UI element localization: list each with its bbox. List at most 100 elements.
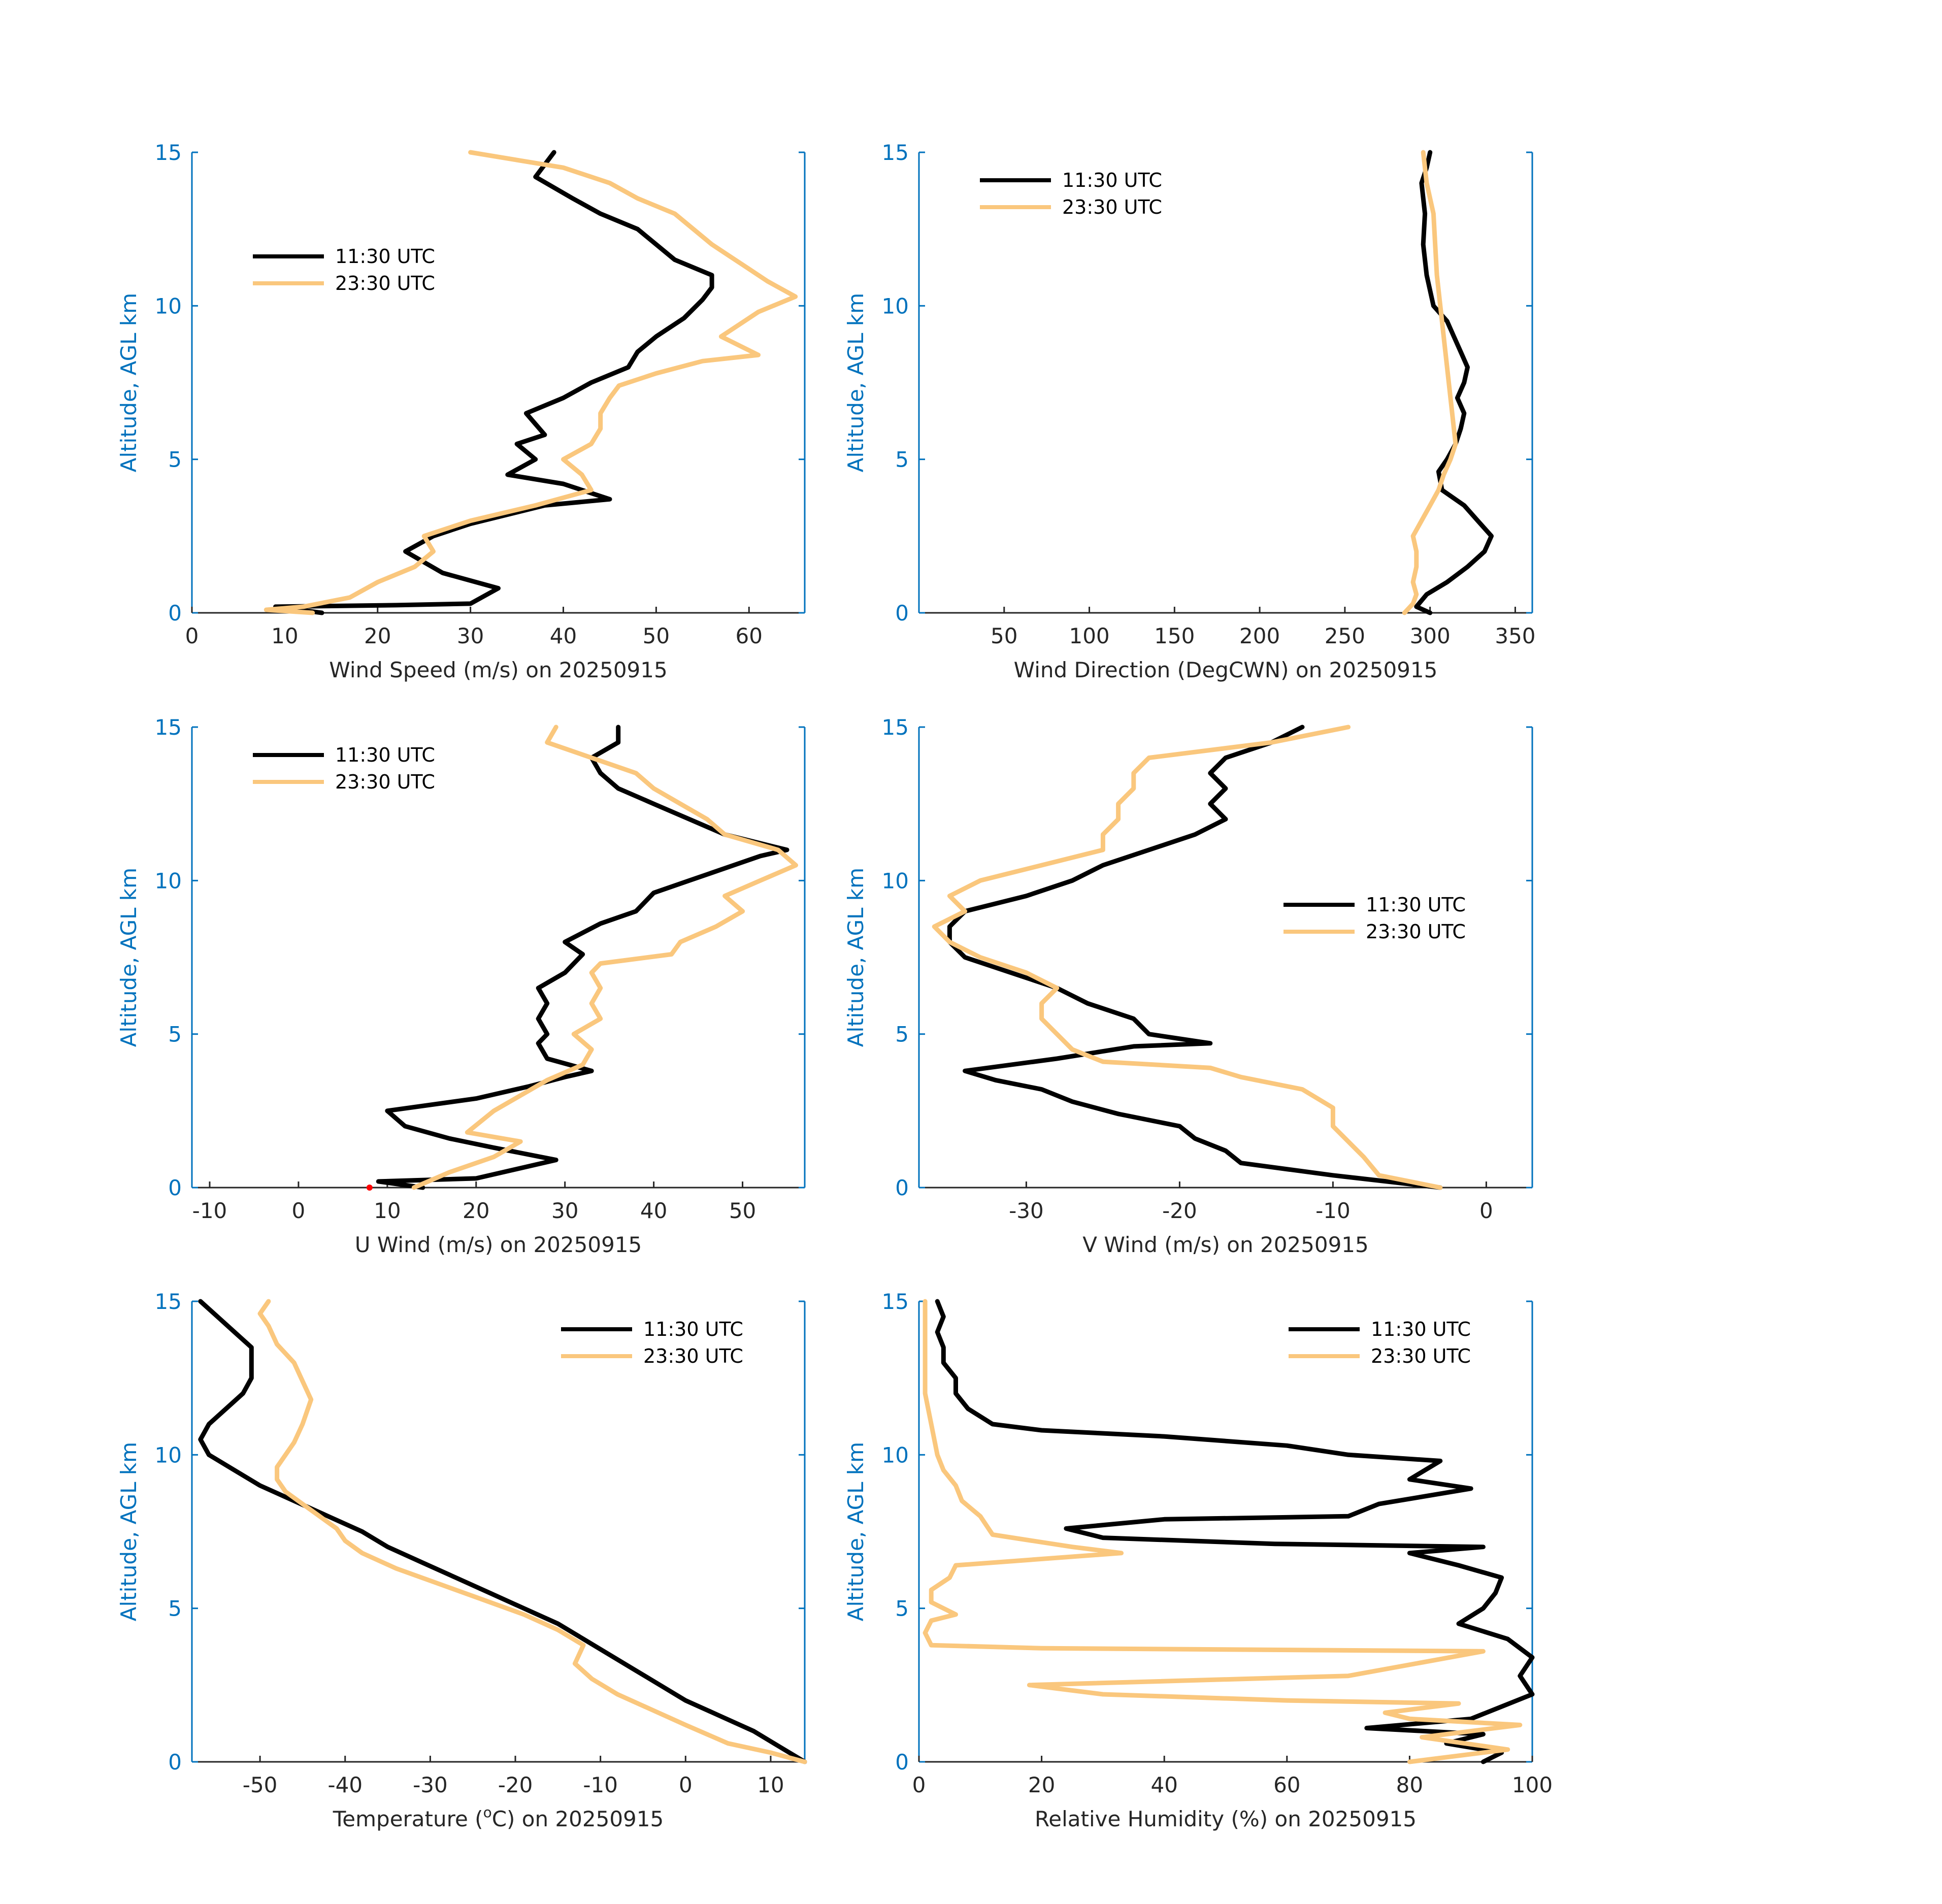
legend-label: 23:30 UTC: [1366, 921, 1466, 943]
y-tick-label: 5: [168, 1022, 182, 1047]
x-tick-label: 20: [364, 623, 391, 648]
y-tick-label: 5: [895, 1596, 909, 1621]
series-line-2330: [264, 150, 798, 615]
x-tick-label: 30: [551, 1198, 578, 1223]
x-tick-label: 80: [1396, 1772, 1423, 1797]
x-tick-label: 60: [1273, 1772, 1300, 1797]
legend-label: 11:30 UTC: [643, 1318, 743, 1340]
legend-label: 23:30 UTC: [335, 272, 435, 294]
series-line-2330: [932, 725, 1443, 1190]
x-axis-label: Relative Humidity (%) on 20250915: [1035, 1807, 1417, 1831]
legend-label: 11:30 UTC: [1371, 1318, 1471, 1340]
x-tick-label: 50: [729, 1198, 756, 1223]
x-tick-label: 0: [1479, 1198, 1493, 1223]
x-tick-label: 20: [1028, 1772, 1055, 1797]
series-line-1130: [376, 725, 789, 1190]
y-tick-label: 10: [882, 868, 909, 893]
x-tick-label: 10: [757, 1772, 784, 1797]
y-tick-label: 0: [895, 601, 909, 626]
x-tick-label: 10: [374, 1198, 401, 1223]
series-line-1130: [1414, 150, 1494, 615]
x-tick-label: 50: [991, 623, 1017, 648]
y-tick-label: 5: [168, 1596, 182, 1621]
x-tick-label: 200: [1239, 623, 1280, 648]
legend: 11:30 UTC 23:30 UTC: [561, 1318, 743, 1367]
x-axis-label: Wind Speed (m/s) on 20250915: [329, 658, 667, 682]
legend-label: 11:30 UTC: [1366, 894, 1466, 916]
x-tick-label: 0: [185, 623, 199, 648]
legend: 11:30 UTC 23:30 UTC: [1283, 894, 1466, 943]
y-axis-label: Altitude, AGL km: [116, 1442, 141, 1621]
x-tick-label: 250: [1325, 623, 1365, 648]
series-line-1130: [198, 1299, 807, 1764]
y-tick-label: 0: [168, 601, 182, 626]
y-axis-label: Altitude, AGL km: [843, 868, 868, 1047]
x-tick-label: -50: [243, 1772, 278, 1797]
y-tick-label: 10: [155, 1442, 182, 1467]
legend: 11:30 UTC 23:30 UTC: [1289, 1318, 1471, 1367]
x-tick-label: 0: [292, 1198, 306, 1223]
y-tick-label: 5: [895, 447, 909, 472]
y-axis-label: Altitude, AGL km: [116, 293, 141, 472]
x-tick-label: -10: [583, 1772, 618, 1797]
y-tick-label: 5: [168, 447, 182, 472]
legend: 11:30 UTC 23:30 UTC: [253, 744, 435, 793]
x-tick-label: 350: [1495, 623, 1535, 648]
x-tick-label: -20: [498, 1772, 533, 1797]
legend-label: 11:30 UTC: [335, 245, 435, 268]
x-tick-label: -40: [327, 1772, 363, 1797]
x-tick-label: 50: [643, 623, 670, 648]
y-axis-label: Altitude, AGL km: [116, 868, 141, 1047]
legend-label: 11:30 UTC: [1062, 169, 1162, 191]
series-line-2330: [923, 1299, 1523, 1764]
chart-temperature: 0 5 10 15 -50 -40 -30 -20 -10 0 10 Temperature (oC)…: [116, 1289, 807, 1831]
chart-wind-speed: 0 5 10 15 0 10 20 30 40 50 60 Wind Speed (m/s) on 2…: [116, 140, 806, 682]
y-tick-label: 15: [882, 140, 909, 165]
y-axis-label: Altitude, AGL km: [843, 1442, 868, 1621]
y-tick-label: 0: [895, 1750, 909, 1775]
y-tick-label: 10: [155, 293, 182, 318]
x-tick-label: 150: [1154, 623, 1195, 648]
x-tick-label: 10: [271, 623, 298, 648]
x-axis-label: Wind Direction (DegCWN) on 20250915: [1014, 658, 1438, 682]
y-tick-label: 5: [895, 1022, 909, 1047]
legend-label: 23:30 UTC: [643, 1345, 743, 1367]
x-tick-label: 40: [550, 623, 577, 648]
y-tick-label: 0: [895, 1175, 909, 1200]
y-tick-label: 10: [882, 293, 909, 318]
x-tick-label: 60: [736, 623, 763, 648]
legend-label: 23:30 UTC: [335, 771, 435, 793]
y-tick-label: 10: [882, 1442, 909, 1467]
chart-v-wind: 0 5 10 15 -30 -20 -10 0 V Wind (m/s) on 20250915…: [843, 715, 1533, 1257]
y-tick-label: 10: [155, 868, 182, 893]
chart-wind-direction: 0 5 10 15 50 100 150 200 250 300 350 Wind Direction…: [843, 140, 1536, 682]
series-line-2330: [257, 1299, 807, 1764]
x-axis-label: U Wind (m/s) on 20250915: [355, 1232, 642, 1257]
y-tick-label: 15: [155, 1289, 182, 1314]
x-tick-label: -10: [1315, 1198, 1351, 1223]
x-tick-label: -20: [1162, 1198, 1197, 1223]
x-tick-label: 40: [1150, 1772, 1177, 1797]
x-tick-label: -30: [413, 1772, 448, 1797]
y-tick-label: 0: [168, 1175, 182, 1200]
x-tick-label: 0: [679, 1772, 693, 1797]
legend: 11:30 UTC 23:30 UTC: [980, 169, 1162, 218]
x-tick-label: 30: [457, 623, 484, 648]
series-line-1130: [273, 150, 714, 615]
x-tick-label: -30: [1009, 1198, 1044, 1223]
legend-label: 23:30 UTC: [1062, 196, 1162, 218]
y-tick-label: 15: [882, 715, 909, 740]
series-line-2330: [1402, 150, 1458, 615]
y-tick-label: 15: [155, 140, 182, 165]
marker-point: [366, 1185, 373, 1191]
chart-u-wind: 0 5 10 15 -10 0 10 20 30 40 50 U Wind (m/s) on 2025…: [116, 715, 806, 1257]
y-tick-label: 15: [155, 715, 182, 740]
legend-label: 23:30 UTC: [1371, 1345, 1471, 1367]
y-tick-label: 0: [168, 1750, 182, 1775]
x-tick-label: 300: [1410, 623, 1451, 648]
x-tick-label: 100: [1069, 623, 1109, 648]
x-tick-label: 20: [463, 1198, 489, 1223]
series-line-1130: [935, 1299, 1535, 1764]
